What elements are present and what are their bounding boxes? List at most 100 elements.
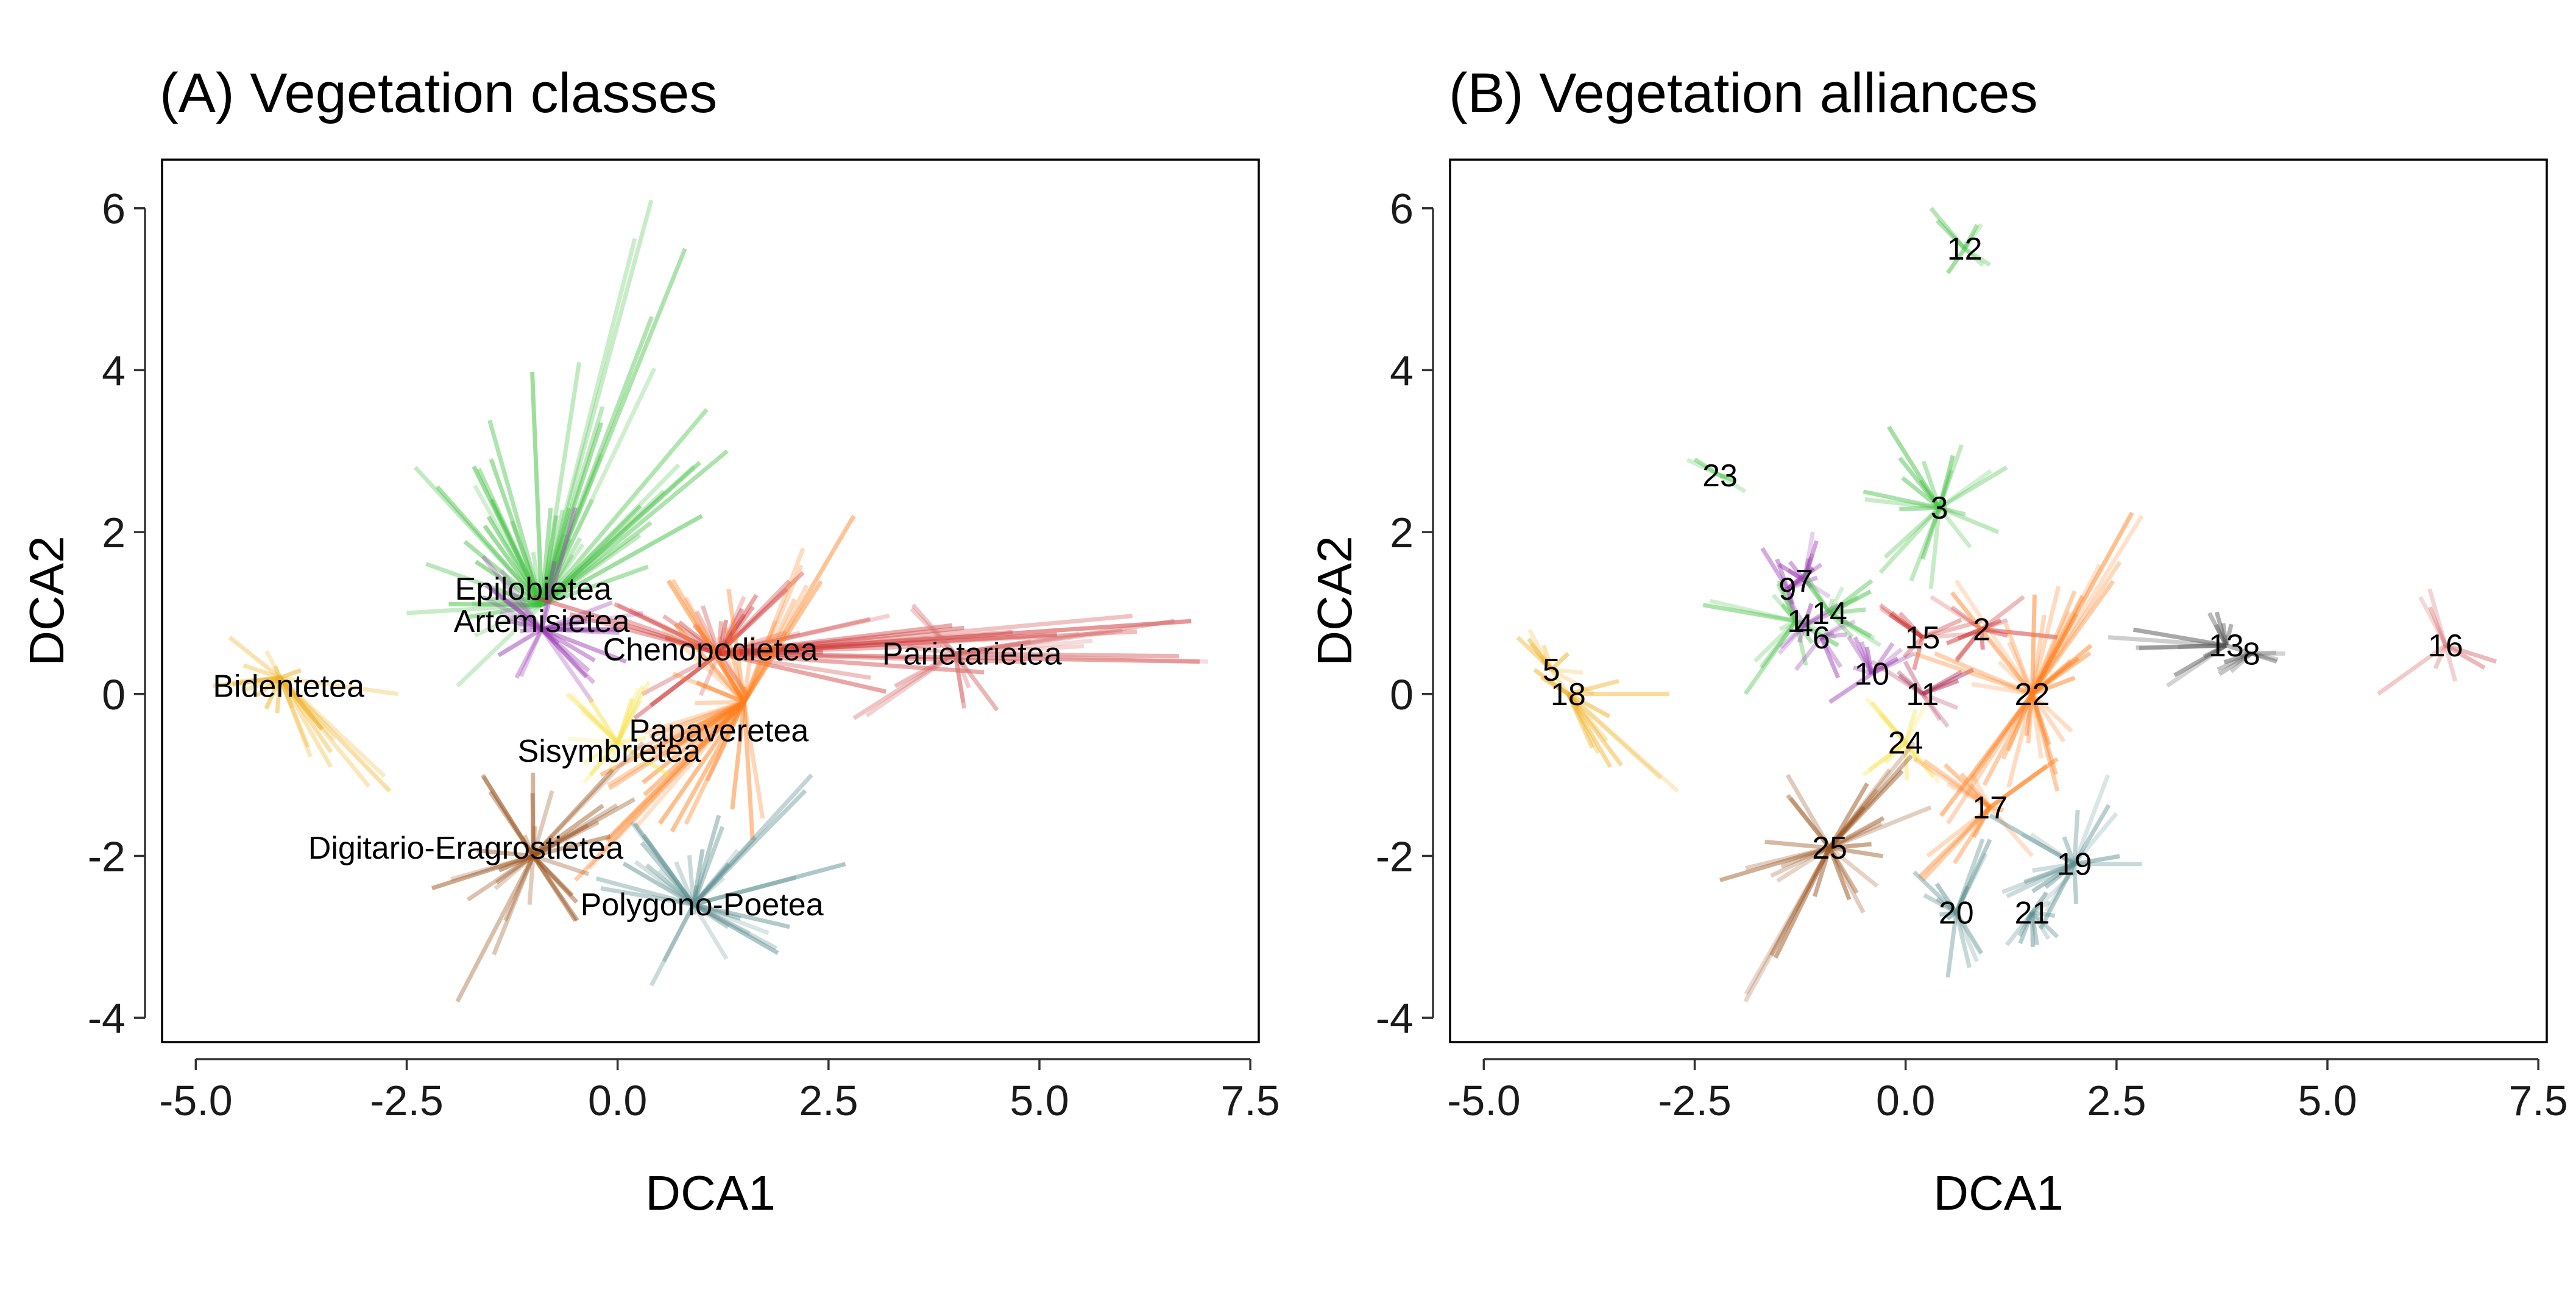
panel-a-spoke-polygono-poetea-33 — [691, 904, 697, 915]
panel-b-spoke-17-8 — [1972, 806, 1992, 839]
panel-b-spoke-22-28 — [1934, 651, 2033, 697]
panel-b-spoke-11-7 — [1922, 678, 1959, 697]
panel-a-spoke-chenopodietea-14 — [718, 623, 953, 656]
panel-b-spoke-19-13 — [2020, 832, 2076, 866]
panel-a-spoke-polygono-poetea-28 — [693, 875, 797, 907]
panel-a-spoke-papaveretea-29 — [684, 597, 746, 703]
panel-b-spoke-9-2 — [1785, 588, 1799, 622]
panel-b-spoke-19-17 — [2044, 862, 2076, 913]
panel-b-spoke-20-0 — [1945, 912, 1959, 978]
panel-b-spoke-2-8 — [1981, 618, 2008, 631]
panel-a-spoke-polygono-poetea-9 — [642, 834, 696, 906]
panel-b-label-5: 5 — [1543, 653, 1560, 688]
panel-a-spoke-digitario-eragrostietea-31 — [531, 854, 574, 897]
panel-b-spoke-4-3 — [1797, 624, 1806, 644]
panel-a-spoke-parietarietea-2 — [955, 619, 1175, 656]
panel-a-spoke-chenopodietea-23 — [718, 651, 985, 675]
panel-b-spoke-16-3 — [2428, 606, 2448, 647]
panel-b-spoke-22-34 — [2001, 693, 2034, 760]
panel-b-spoke-21-2 — [2030, 910, 2059, 938]
panel-b-spoke-25-28 — [1828, 806, 1866, 850]
panel-b-spoke-25-26 — [1780, 845, 1831, 869]
panel-a-spoke-parietarietea-16 — [953, 653, 966, 703]
panel-b-spoke-22-2 — [1954, 579, 2034, 695]
panel-a-spoke-epilobietea-11 — [539, 316, 654, 606]
panel-b-y-tick-label: 0 — [1390, 671, 1414, 718]
panel-b-group-14 — [1802, 571, 1882, 648]
panel-b-spoke-22-17 — [2029, 614, 2047, 695]
panel-a-spoke-papaveretea-44 — [741, 636, 755, 703]
panel-a-vegetation-classes: (A) Vegetation classes EpilobieteaArtemi… — [19, 62, 1280, 1220]
panel-a-spoke-bidentetea-18 — [278, 676, 324, 731]
panel-a-spoke-bidentetea-22 — [273, 676, 282, 685]
panel-a-spoke-epilobietea-43 — [425, 562, 543, 607]
panel-b-spoke-22-18 — [2030, 693, 2058, 775]
panel-b-spoke-22-36 — [2031, 656, 2080, 696]
panel-a-spoke-polygono-poetea-21 — [692, 848, 740, 906]
panel-a-spoke-artemisietea-25 — [500, 569, 543, 631]
panel-a-spoke-chenopodietea-41 — [718, 630, 787, 656]
panel-b-spoke-22-7 — [2007, 641, 2034, 695]
panel-b-spoke-22-16 — [2029, 594, 2037, 694]
panel-a-spoke-artemisietea-12 — [499, 611, 543, 631]
panel-b-spoke-14-10 — [1828, 611, 1854, 639]
panel-b-spoke-12-5 — [1962, 241, 1969, 250]
panel-a-spoke-digitario-eragrostietea-2 — [531, 741, 645, 857]
panel-b-spoke-17-0 — [1920, 806, 1992, 882]
panel-a-spoke-bidentetea-5 — [244, 675, 281, 692]
panel-a-spoke-polygono-poetea-10 — [692, 789, 807, 906]
panel-a-spoke-bidentetea-23 — [278, 676, 294, 709]
panel-b-spoke-19-9 — [2064, 853, 2076, 866]
panel-b-group-1 — [1702, 580, 1839, 695]
panel-a-spoke-polygono-poetea-19 — [692, 903, 729, 929]
panel-b-spoke-22-35 — [2006, 693, 2034, 752]
panel-b-spoke-5-5 — [1541, 644, 1554, 670]
panel-a-spoke-sisymbrietea-11 — [568, 692, 620, 744]
panel-b-x-tick-label: 7.5 — [2508, 1077, 2567, 1124]
panel-a-spoke-epilobietea-42 — [539, 538, 572, 606]
panel-b-spoke-6-1 — [1820, 619, 1856, 639]
panel-b-spoke-22-27 — [2030, 511, 2134, 695]
panel-b-spoke-10-2 — [1853, 636, 1874, 675]
panel-a-spoke-chenopodietea-2 — [718, 619, 1192, 656]
panel-b-label-9: 9 — [1778, 572, 1796, 607]
panel-a-spoke-chenopodietea-36 — [717, 652, 751, 698]
panel-b-x-tick-label: 0.0 — [1876, 1077, 1935, 1124]
panel-a-spoke-sisymbrietea-8 — [568, 736, 618, 745]
panel-b-spoke-24-4 — [1903, 741, 1919, 763]
panel-a-spoke-epilobietea-15 — [540, 564, 649, 607]
panel-b-spoke-25-14 — [1776, 846, 1831, 883]
panel-b-spoke-1-0 — [1702, 603, 1797, 623]
panel-b-spoke-10-0 — [1828, 672, 1874, 704]
panel-b-spoke-2-9 — [1945, 627, 1983, 645]
panel-a-x-tick-label: -2.5 — [370, 1077, 444, 1124]
panel-b-spoke-25-20 — [1789, 797, 1831, 850]
panel-a-spoke-parietarietea-9 — [907, 645, 956, 656]
panel-a-spoke-polygono-poetea-11 — [692, 903, 729, 960]
panel-b-spoke-7-5 — [1802, 556, 1813, 581]
panel-a-spoke-papaveretea-30 — [635, 700, 746, 828]
panel-a-y-tick-label: 4 — [102, 347, 126, 394]
panel-a-spoke-papaveretea-15 — [587, 700, 746, 870]
panel-a-spoke-epilobietea-37 — [540, 461, 701, 607]
panel-a-spoke-parietarietea-14 — [953, 653, 967, 709]
panel-b-spoke-22-0 — [1945, 692, 2034, 825]
panel-a-spoke-papaveretea-43 — [605, 700, 746, 842]
panel-a-spoke-papaveretea-12 — [648, 700, 745, 739]
panel-a-spoke-parietarietea-7 — [910, 607, 957, 655]
panel-a-spoke-papaveretea-32 — [670, 701, 746, 832]
panel-b-spoke-7-4 — [1802, 553, 1815, 581]
panel-b-spoke-3-21 — [1883, 506, 1941, 559]
panel-a-spoke-digitario-eragrostietea-32 — [492, 855, 536, 956]
panel-b-spoke-2-1 — [1981, 627, 2058, 640]
panel-a-spoke-polygono-poetea-13 — [657, 868, 695, 906]
panel-a-spoke-digitario-eragrostietea-15 — [531, 854, 579, 922]
panel-a-spoke-digitario-eragrostietea-33 — [533, 854, 590, 876]
panel-b-spoke-3-20 — [1920, 507, 1942, 560]
panel-a-spoke-artemisietea-21 — [497, 627, 543, 658]
panel-a-spoke-digitario-eragrostietea-10 — [532, 803, 604, 858]
panel-b-spoke-22-9 — [1982, 693, 2034, 786]
panel-a-spoke-papaveretea-8 — [695, 680, 745, 704]
panel-b-spoke-1-1 — [1743, 620, 1798, 695]
